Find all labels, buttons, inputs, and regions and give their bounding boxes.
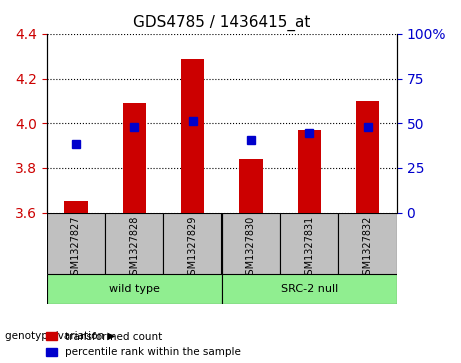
Text: GSM1327829: GSM1327829 <box>188 216 198 281</box>
Bar <box>298 130 321 213</box>
Legend: transformed count, percentile rank within the sample: transformed count, percentile rank withi… <box>42 328 245 362</box>
FancyBboxPatch shape <box>163 213 222 274</box>
FancyBboxPatch shape <box>222 274 397 305</box>
FancyBboxPatch shape <box>47 213 105 274</box>
Text: GSM1327828: GSM1327828 <box>129 216 139 281</box>
Bar <box>181 58 204 213</box>
Bar <box>239 159 263 213</box>
Text: genotype/variation ▶: genotype/variation ▶ <box>5 331 115 341</box>
FancyBboxPatch shape <box>222 213 280 274</box>
Text: GSM1327830: GSM1327830 <box>246 216 256 281</box>
Bar <box>64 201 88 213</box>
FancyBboxPatch shape <box>105 213 163 274</box>
FancyBboxPatch shape <box>280 213 338 274</box>
Bar <box>356 101 379 213</box>
Text: GSM1327832: GSM1327832 <box>363 216 372 281</box>
FancyBboxPatch shape <box>338 213 397 274</box>
Bar <box>123 103 146 213</box>
FancyBboxPatch shape <box>47 274 222 305</box>
Text: GSM1327827: GSM1327827 <box>71 216 81 281</box>
Title: GDS4785 / 1436415_at: GDS4785 / 1436415_at <box>133 15 310 31</box>
Text: GSM1327831: GSM1327831 <box>304 216 314 281</box>
Text: SRC-2 null: SRC-2 null <box>281 284 338 294</box>
Text: wild type: wild type <box>109 284 160 294</box>
